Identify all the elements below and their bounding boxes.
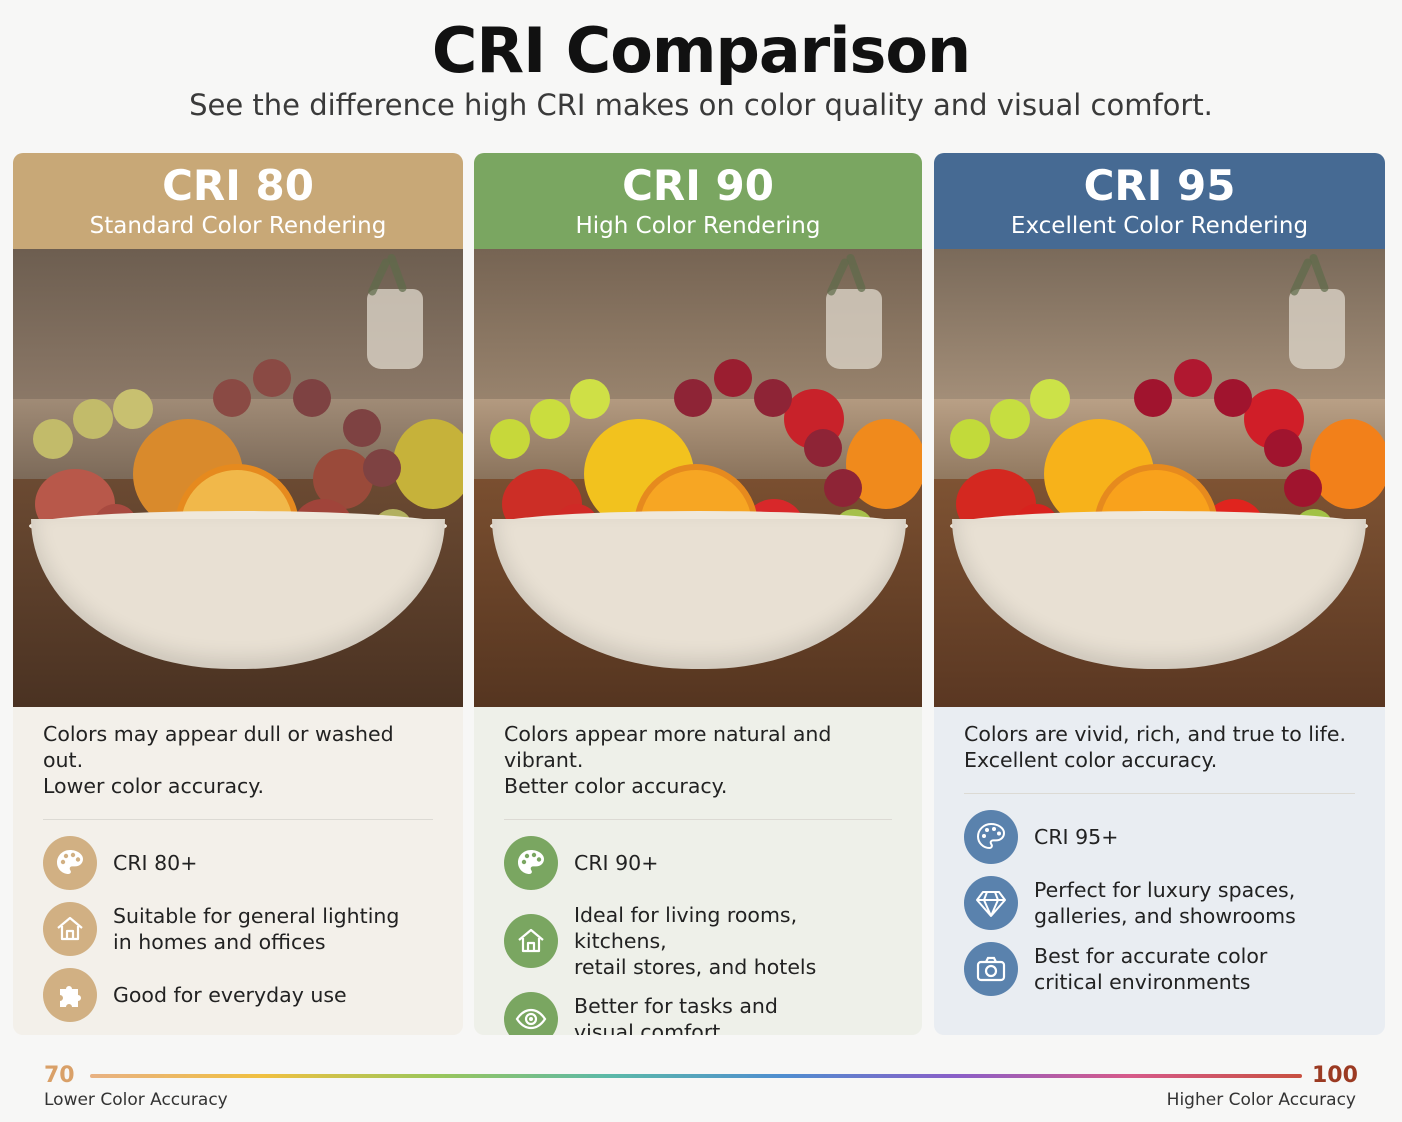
divider xyxy=(504,819,892,820)
feature-text: Best for accurate color xyxy=(1034,944,1268,968)
card-header: CRI 95 Excellent Color Rendering xyxy=(934,153,1385,249)
feature-text: Perfect for luxury spaces, xyxy=(1034,878,1296,902)
card-cri-80: CRI 80 Standard Color Rendering C xyxy=(13,153,463,1035)
cri-value: CRI 90 xyxy=(622,161,774,210)
feature-text: Ideal for living rooms, kitchens, xyxy=(574,903,798,953)
scale-min-value: 70 xyxy=(44,1063,75,1088)
divider xyxy=(43,819,433,820)
accuracy-gradient-bar xyxy=(90,1074,1302,1078)
feature-text: Better for tasks and xyxy=(574,994,778,1018)
card-description: Colors appear more natural and vibrant. … xyxy=(504,722,832,798)
fruit-bowl-photo xyxy=(934,249,1385,707)
cri-rendering-label: Standard Color Rendering xyxy=(89,213,387,239)
feature-text: Good for everyday use xyxy=(113,983,347,1007)
feature-item: Better for tasks and visual comfort xyxy=(504,992,892,1035)
diamond-icon xyxy=(964,876,1018,930)
feature-text: Suitable for general lighting xyxy=(113,904,400,928)
palette-icon xyxy=(43,836,97,890)
feature-text: critical environments xyxy=(1034,970,1251,994)
house-icon xyxy=(43,902,97,956)
cri-value: CRI 80 xyxy=(162,161,314,210)
feature-text: CRI 95+ xyxy=(1034,825,1119,849)
card-cri-95: CRI 95 Excellent Color Rendering xyxy=(934,153,1385,1035)
palette-icon xyxy=(964,810,1018,864)
feature-text: CRI 90+ xyxy=(574,851,659,875)
scale-min-label: Lower Color Accuracy xyxy=(44,1090,228,1110)
feature-item: Perfect for luxury spaces, galleries, an… xyxy=(964,876,1355,930)
feature-text: CRI 80+ xyxy=(113,851,198,875)
page-subtitle: See the difference high CRI makes on col… xyxy=(189,88,1213,122)
card-cri-90: CRI 90 High Color Rendering Color xyxy=(474,153,922,1035)
feature-item: CRI 90+ xyxy=(504,836,892,890)
page-title: CRI Comparison xyxy=(431,14,971,87)
feature-item: Ideal for living rooms, kitchens, retail… xyxy=(504,902,892,980)
feature-item: CRI 95+ xyxy=(964,810,1355,864)
feature-text: galleries, and showrooms xyxy=(1034,904,1296,928)
feature-text: retail stores, and hotels xyxy=(574,955,817,979)
feature-item: CRI 80+ xyxy=(43,836,433,890)
cri-rendering-label: Excellent Color Rendering xyxy=(1010,213,1309,239)
feature-text: visual comfort xyxy=(574,1020,721,1035)
feature-text: in homes and offices xyxy=(113,930,326,954)
feature-item: Suitable for general lighting in homes a… xyxy=(43,902,433,956)
divider xyxy=(964,793,1355,794)
eye-icon xyxy=(504,992,558,1035)
scale-max-label: Higher Color Accuracy xyxy=(1166,1090,1356,1110)
card-description: Colors are vivid, rich, and true to life… xyxy=(964,722,1347,772)
camera-icon xyxy=(964,942,1018,996)
house-icon xyxy=(504,914,558,968)
scale-max-value: 100 xyxy=(1312,1063,1358,1088)
puzzle-icon xyxy=(43,968,97,1022)
feature-item: Good for everyday use xyxy=(43,968,433,1022)
card-header: CRI 90 High Color Rendering xyxy=(474,153,922,249)
fruit-bowl-photo xyxy=(474,249,922,707)
card-description: Colors may appear dull or washed out. Lo… xyxy=(43,722,394,798)
cri-value: CRI 95 xyxy=(1083,161,1236,210)
cri-rendering-label: High Color Rendering xyxy=(575,213,821,239)
palette-icon xyxy=(504,836,558,890)
feature-item: Best for accurate color critical environ… xyxy=(964,942,1355,996)
card-header: CRI 80 Standard Color Rendering xyxy=(13,153,463,249)
fruit-bowl-photo xyxy=(13,249,463,707)
